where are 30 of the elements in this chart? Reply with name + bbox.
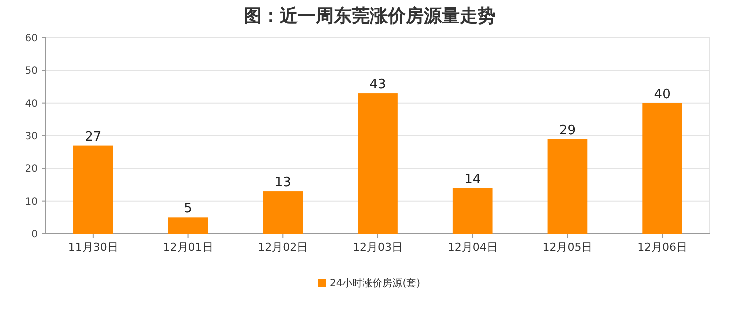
x-tick-label: 12月05日 — [542, 241, 593, 254]
data-label: 27 — [85, 130, 102, 145]
data-label: 40 — [654, 87, 671, 102]
y-tick-label: 30 — [25, 132, 38, 142]
y-tick-label: 40 — [25, 98, 38, 110]
bar — [642, 103, 682, 234]
bar — [452, 188, 493, 234]
bar — [358, 94, 398, 234]
data-label: 43 — [370, 78, 386, 93]
x-tick-label: 12月02日 — [258, 241, 308, 254]
bar — [548, 139, 588, 234]
x-tick-label: 12月03日 — [353, 241, 403, 254]
y-tick-label: 0 — [32, 230, 38, 240]
data-label: 29 — [559, 123, 576, 138]
data-label: 13 — [274, 176, 292, 191]
bar — [74, 146, 114, 234]
data-label: 5 — [184, 202, 192, 217]
x-tick-label: 12月01日 — [163, 241, 214, 254]
y-tick-label: 50 — [25, 66, 38, 78]
chart-title: 图：近一周东莞涨价房源量走势 — [244, 6, 496, 27]
data-label: 14 — [464, 172, 482, 188]
y-tick-label: 10 — [25, 196, 38, 208]
x-tick-label: 11月30日 — [68, 241, 118, 254]
bar — [263, 192, 304, 234]
y-tick-label: 20 — [25, 164, 38, 176]
y-tick-label: 60 — [25, 34, 38, 44]
x-tick-label: 12月04日 — [448, 241, 498, 254]
legend-label: 24小时涨价房源(套) — [330, 278, 421, 290]
bar — [168, 218, 208, 234]
x-tick-label: 12月06日 — [638, 241, 688, 254]
